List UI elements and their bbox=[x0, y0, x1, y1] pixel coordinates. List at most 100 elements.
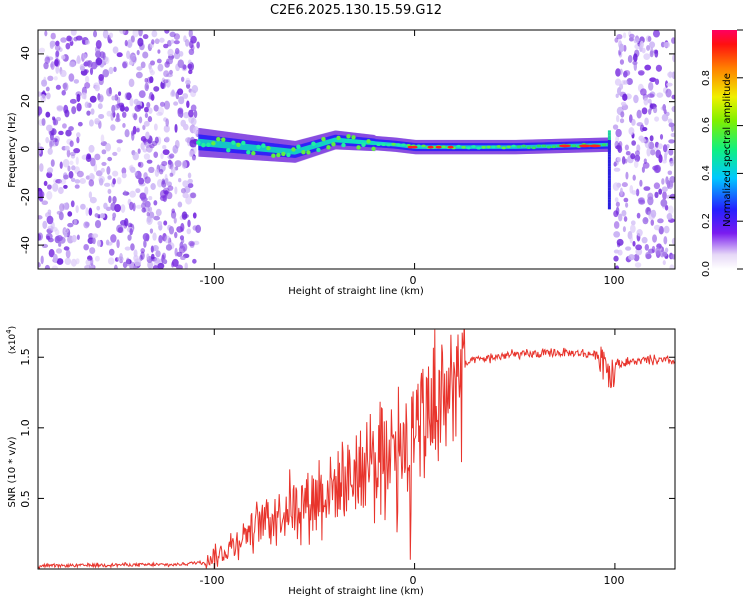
noise-speckle bbox=[662, 191, 667, 200]
noise-speckle bbox=[142, 34, 149, 40]
band-core bbox=[459, 145, 462, 149]
band-core bbox=[510, 145, 513, 149]
band-core bbox=[348, 138, 351, 144]
band-hotspot bbox=[386, 143, 391, 147]
noise-speckle bbox=[621, 182, 628, 188]
noise-speckle bbox=[653, 164, 661, 174]
noise-speckle bbox=[171, 89, 175, 97]
noise-speckle bbox=[619, 118, 625, 124]
noise-speckle bbox=[619, 68, 623, 75]
noise-speckle bbox=[147, 116, 153, 123]
noise-speckle bbox=[165, 118, 169, 127]
noise-speckle bbox=[38, 262, 41, 268]
noise-speckle bbox=[634, 262, 642, 268]
noise-speckle bbox=[159, 168, 164, 175]
noise-speckle bbox=[99, 213, 106, 219]
band-core bbox=[283, 147, 286, 154]
band-hotspot bbox=[251, 151, 256, 156]
noise-speckle bbox=[82, 53, 87, 60]
noise-speckle bbox=[179, 241, 184, 249]
noise-speckle bbox=[69, 98, 77, 104]
band-core bbox=[331, 138, 334, 144]
noise-speckle bbox=[188, 30, 193, 38]
spectrogram-x-tick-label: 100 bbox=[604, 274, 625, 287]
noise-speckle bbox=[125, 257, 130, 267]
noise-speckle bbox=[62, 123, 67, 129]
noise-speckle bbox=[164, 136, 170, 143]
band-hotspot bbox=[256, 144, 261, 150]
noise-speckle bbox=[115, 117, 121, 123]
noise-speckle bbox=[662, 159, 667, 164]
noise-speckle bbox=[69, 151, 76, 156]
noise-speckle bbox=[58, 130, 64, 136]
transition-spike bbox=[607, 197, 611, 200]
noise-speckle bbox=[665, 176, 669, 185]
noise-speckle bbox=[617, 142, 621, 152]
band-core bbox=[322, 141, 325, 146]
noise-speckle bbox=[642, 217, 649, 225]
band-core bbox=[220, 141, 223, 148]
band-core bbox=[554, 144, 557, 148]
noise-speckle bbox=[63, 184, 68, 189]
noise-speckle bbox=[152, 265, 159, 269]
noise-speckle bbox=[56, 258, 64, 265]
band-hotspot bbox=[486, 145, 491, 149]
noise-speckle bbox=[108, 195, 112, 204]
noise-speckle bbox=[625, 202, 629, 208]
noise-speckle bbox=[131, 132, 135, 141]
band-hotspot bbox=[376, 143, 381, 147]
noise-speckle bbox=[41, 200, 49, 206]
band-core bbox=[310, 144, 313, 150]
noise-speckle bbox=[628, 127, 635, 136]
band-hotspot bbox=[521, 144, 526, 148]
band-peak bbox=[411, 145, 418, 149]
noise-speckle bbox=[52, 253, 58, 263]
band-hotspot bbox=[261, 143, 266, 148]
noise-speckle bbox=[94, 255, 100, 262]
transition-spike bbox=[607, 190, 611, 193]
noise-speckle bbox=[140, 196, 148, 202]
noise-speckle bbox=[70, 200, 75, 208]
noise-speckle bbox=[84, 75, 90, 83]
noise-speckle bbox=[185, 38, 190, 47]
transition-spike bbox=[607, 171, 611, 174]
noise-speckle bbox=[662, 251, 668, 257]
noise-speckle bbox=[664, 204, 669, 211]
band-peak bbox=[558, 144, 571, 148]
noise-speckle bbox=[120, 204, 126, 213]
noise-speckle bbox=[636, 122, 644, 127]
noise-speckle bbox=[612, 124, 619, 130]
spectrogram-image bbox=[38, 30, 675, 269]
noise-speckle bbox=[186, 228, 192, 235]
spectrogram-y-tick-label: 20 bbox=[19, 94, 32, 108]
noise-speckle bbox=[649, 50, 654, 58]
noise-speckle bbox=[174, 247, 178, 257]
noise-speckle bbox=[76, 56, 81, 65]
band-core bbox=[420, 145, 423, 149]
noise-speckle bbox=[60, 69, 67, 78]
noise-speckle bbox=[613, 255, 619, 262]
band-core bbox=[217, 140, 220, 148]
band-core bbox=[352, 139, 355, 144]
noise-speckle bbox=[640, 88, 647, 96]
noise-speckle bbox=[634, 43, 641, 50]
band-core bbox=[262, 145, 265, 152]
band-core bbox=[336, 137, 339, 143]
noise-speckle bbox=[63, 246, 70, 251]
band-core bbox=[359, 139, 362, 145]
noise-speckle bbox=[146, 76, 153, 84]
noise-speckle bbox=[136, 127, 140, 133]
noise-speckle bbox=[648, 82, 654, 91]
noise-speckle bbox=[167, 159, 172, 165]
band-core bbox=[424, 145, 427, 149]
noise-speckle bbox=[76, 93, 81, 103]
noise-speckle bbox=[89, 247, 96, 255]
noise-speckle bbox=[617, 145, 623, 153]
band-core bbox=[312, 143, 315, 150]
noise-speckle bbox=[149, 143, 155, 149]
noise-speckle bbox=[671, 37, 675, 44]
noise-speckle bbox=[76, 170, 84, 178]
noise-speckle bbox=[90, 174, 95, 180]
noise-speckle bbox=[117, 91, 122, 96]
band-core bbox=[204, 139, 207, 147]
